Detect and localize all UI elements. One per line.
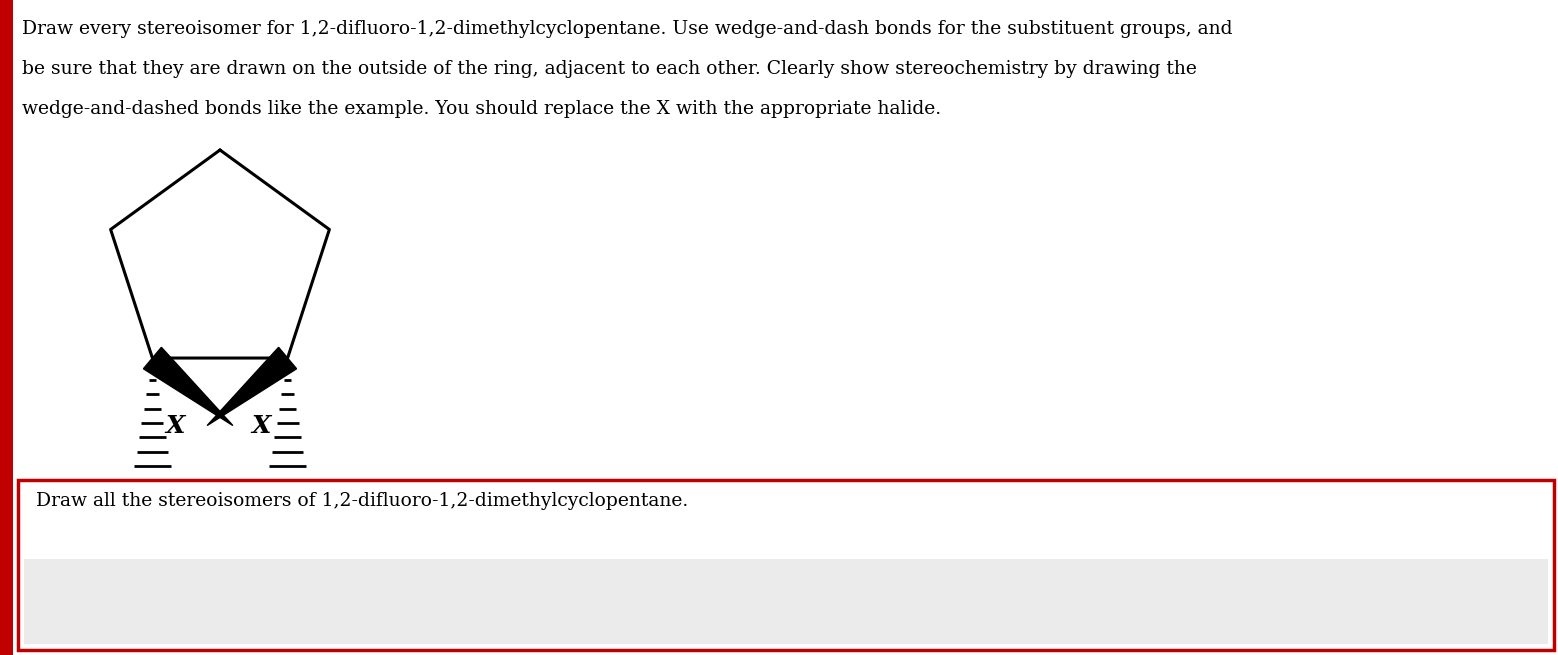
Text: be sure that they are drawn on the outside of the ring, adjacent to each other. : be sure that they are drawn on the outsi… [22,60,1197,78]
Text: X: X [165,413,185,438]
Bar [0,0,12,655]
Text: Draw all the stereoisomers of 1,2-difluoro-1,2-dimethylcyclopentane.: Draw all the stereoisomers of 1,2-difluo… [36,492,689,510]
Text: Draw every stereoisomer for 1,2-difluoro-1,2-dimethylcyclopentane. Use wedge-and: Draw every stereoisomer for 1,2-difluoro… [22,20,1232,38]
Bar [23,559,1549,644]
Text: wedge-and-dashed bonds like the example. You should replace the X with the appro: wedge-and-dashed bonds like the example.… [22,100,941,118]
Polygon shape [207,347,296,426]
Polygon shape [143,347,232,426]
Text: X: X [251,413,270,438]
Bar [19,480,1553,650]
Text: X: X [277,510,298,534]
Text: X: X [143,510,162,534]
